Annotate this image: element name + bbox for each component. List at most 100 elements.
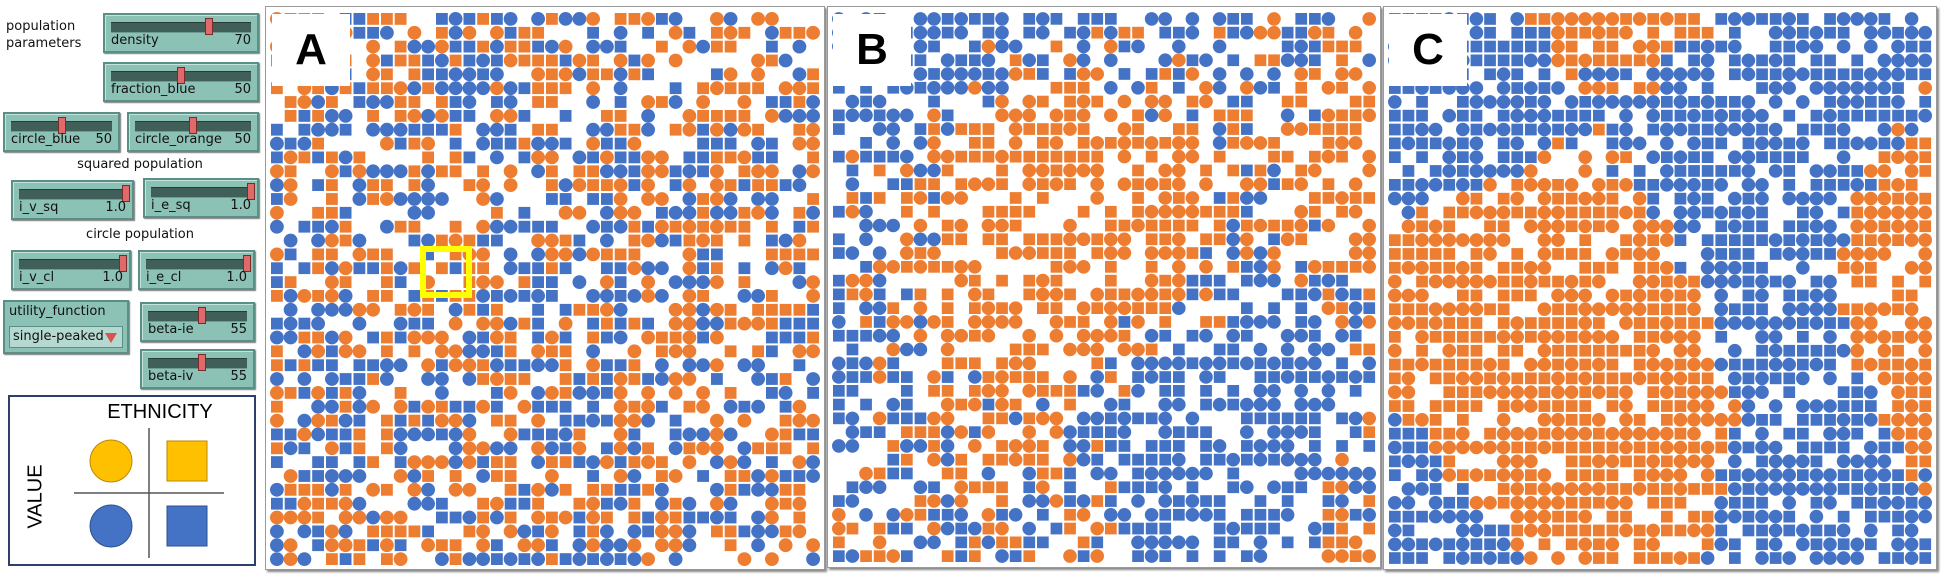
- orange-circle-agent: [1063, 370, 1077, 384]
- blue-circle-agent: [613, 25, 628, 40]
- blue-circle-agent: [325, 399, 339, 414]
- orange-square-agent: [887, 302, 900, 314]
- orange-square-agent: [982, 123, 995, 135]
- blue-circle-agent: [1253, 246, 1268, 260]
- i-v-sq-slider[interactable]: i_v_sq 1.0: [11, 180, 134, 220]
- blue-square-agent: [573, 373, 586, 385]
- orange-square-agent: [1552, 192, 1564, 205]
- slider-knob[interactable]: [122, 185, 130, 202]
- blue-circle-agent: [1388, 496, 1402, 510]
- blue-circle-agent: [1864, 454, 1878, 469]
- orange-square-agent: [1457, 469, 1469, 481]
- blue-circle-agent: [270, 219, 284, 234]
- blue-circle-agent: [1496, 81, 1511, 95]
- chooser-selected[interactable]: single-peaked: [9, 326, 123, 348]
- blue-square-agent: [491, 137, 503, 150]
- i-v-cl-slider[interactable]: i_v_cl 1.0: [11, 250, 131, 290]
- slider-name: beta-ie: [148, 322, 194, 337]
- orange-square-agent: [518, 54, 531, 67]
- blue-square-agent: [1892, 26, 1904, 39]
- orange-circle-agent: [1496, 426, 1511, 441]
- circle-blue-slider[interactable]: circle_blue 50: [3, 112, 120, 152]
- slider-knob[interactable]: [243, 255, 251, 272]
- slider-knob[interactable]: [198, 307, 207, 324]
- orange-square-agent: [1077, 123, 1090, 135]
- orange-circle-agent: [270, 510, 284, 525]
- orange-square-agent: [711, 26, 723, 39]
- slider-knob[interactable]: [119, 255, 127, 272]
- slider-knob[interactable]: [198, 354, 207, 371]
- blue-square-agent: [1145, 522, 1158, 535]
- blue-square-agent: [1416, 441, 1428, 454]
- blue-square-agent: [1756, 68, 1768, 81]
- slider-knob[interactable]: [247, 183, 255, 200]
- orange-square-agent: [982, 288, 995, 301]
- i-e-cl-slider[interactable]: i_e_cl 1.0: [138, 250, 255, 290]
- blue-circle-agent: [1185, 508, 1200, 522]
- blue-square-agent: [1457, 165, 1469, 177]
- orange-square-agent: [284, 96, 297, 108]
- orange-square-agent: [955, 178, 968, 190]
- orange-circle-agent: [407, 25, 422, 40]
- slider-knob[interactable]: [177, 67, 185, 84]
- orange-square-agent: [1661, 414, 1673, 426]
- blue-circle-agent: [1144, 370, 1159, 384]
- orange-square-agent: [1322, 40, 1335, 53]
- blue-circle-agent: [1904, 25, 1919, 40]
- blue-circle-agent: [1836, 413, 1851, 427]
- blue-square-agent: [1105, 426, 1117, 438]
- orange-square-agent: [1688, 26, 1700, 39]
- blue-circle-agent: [1782, 454, 1796, 469]
- orange-square-agent: [1497, 275, 1510, 288]
- orange-square-agent: [449, 165, 462, 178]
- orange-square-agent: [601, 68, 613, 81]
- orange-square-agent: [1186, 219, 1199, 232]
- blue-circle-agent: [1199, 328, 1213, 343]
- blue-circle-agent: [655, 261, 669, 276]
- beta-iv-slider[interactable]: beta-iv 55: [140, 349, 255, 389]
- blue-square-agent: [1729, 552, 1741, 564]
- slider-knob[interactable]: [189, 117, 197, 134]
- fraction-blue-slider[interactable]: fraction_blue 50: [103, 62, 259, 102]
- orange-square-agent: [1606, 510, 1619, 523]
- orange-square-agent: [1565, 68, 1578, 81]
- orange-square-agent: [1159, 302, 1172, 314]
- blue-circle-agent: [1700, 67, 1715, 81]
- density-slider[interactable]: density 70: [103, 13, 259, 53]
- orange-square-agent: [1037, 385, 1049, 397]
- i-e-sq-slider[interactable]: i_e_sq 1.0: [143, 178, 259, 218]
- blue-circle-agent: [1864, 440, 1878, 455]
- blue-circle-agent: [682, 358, 697, 373]
- blue-circle-agent: [366, 95, 380, 109]
- blue-square-agent: [1457, 496, 1469, 509]
- orange-square-agent: [1878, 179, 1891, 191]
- highlight-box[interactable]: [420, 246, 472, 298]
- slider-knob[interactable]: [57, 117, 66, 134]
- blue-circle-agent: [448, 441, 463, 456]
- blue-square-agent: [436, 511, 448, 524]
- dropdown-triangle-icon[interactable]: [105, 333, 117, 343]
- orange-square-agent: [587, 68, 599, 81]
- blue-circle-agent: [283, 441, 298, 456]
- slider-knob[interactable]: [205, 18, 213, 35]
- orange-circle-agent: [1240, 177, 1254, 191]
- orange-square-agent: [1241, 219, 1253, 232]
- blue-circle-agent: [311, 399, 325, 414]
- blue-circle-agent: [283, 302, 298, 317]
- orange-circle-agent: [503, 427, 518, 442]
- orange-square-agent: [656, 470, 668, 482]
- orange-square-agent: [1579, 469, 1592, 481]
- blue-square-agent: [422, 123, 434, 136]
- orange-circle-agent: [1117, 246, 1132, 260]
- blue-circle-agent: [1253, 260, 1268, 274]
- beta-ie-slider[interactable]: beta-ie 55: [140, 302, 255, 342]
- orange-square-agent: [312, 262, 324, 275]
- blue-square-agent: [1470, 538, 1483, 551]
- blue-circle-agent: [832, 356, 846, 371]
- utility-function-chooser[interactable]: utility_function single-peaked: [3, 300, 129, 354]
- orange-circle-agent: [641, 399, 655, 414]
- blue-square-agent: [1077, 550, 1090, 562]
- blue-square-agent: [1824, 137, 1836, 150]
- blue-circle-agent: [1768, 53, 1783, 68]
- circle-orange-slider[interactable]: circle_orange 50: [127, 112, 259, 152]
